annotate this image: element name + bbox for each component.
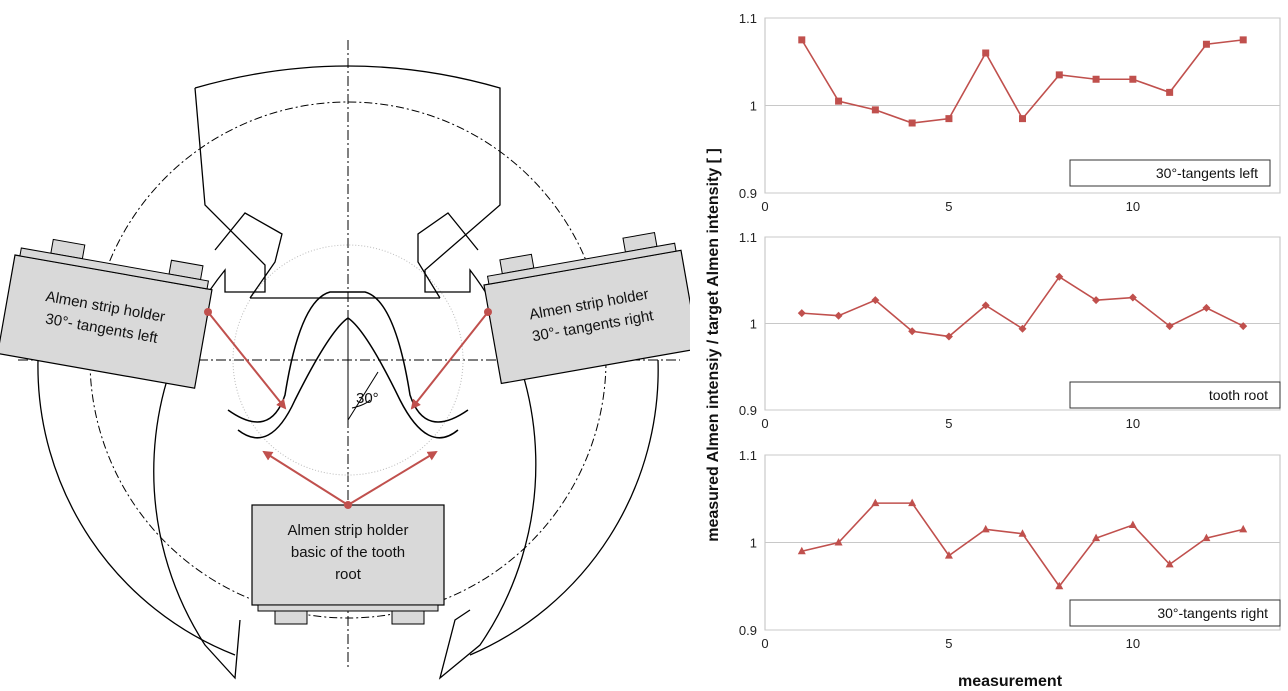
holder-left: Almen strip holder 30°- tangents left	[0, 238, 213, 389]
gear-fixture-diagram: 30° Almen strip holder 30°- tangents lef…	[0, 40, 690, 680]
y-tick-label: 0.9	[739, 403, 757, 418]
data-point	[1165, 559, 1174, 568]
data-point	[1092, 533, 1101, 542]
chart-panel-3: 0.9 1 1.1 0 5 10 30°-tangents right	[739, 448, 1281, 651]
x-tick-label: 10	[1126, 199, 1140, 214]
y-tick-label: 0.9	[739, 623, 757, 638]
holder-bottom-line1: Almen strip holder	[288, 522, 409, 539]
data-point	[1239, 524, 1248, 533]
data-point	[835, 97, 843, 105]
data-point	[1239, 322, 1248, 331]
x-tick-label: 5	[945, 199, 952, 214]
data-point	[944, 332, 953, 341]
x-tick-label: 0	[761, 636, 768, 651]
legend-label: 30°-tangents right	[1157, 605, 1268, 621]
chart-panel-2: 0.9 1 1.1 0 5 10 tooth root	[739, 230, 1281, 431]
legend-box	[1069, 159, 1271, 187]
holder-bottom-line3: root	[335, 566, 362, 583]
tooth-profile-outer	[227, 291, 469, 423]
y-tick-label: 1	[750, 99, 757, 114]
y-tick-label: 1	[750, 536, 757, 551]
y-tick-label: 1.1	[739, 448, 757, 463]
data-point	[834, 538, 843, 546]
y-axis-title: measured Almen intensiy / target Almen i…	[705, 148, 722, 542]
legend-box	[1069, 599, 1281, 627]
arrow-bottom-left	[262, 450, 349, 506]
x-tick-label: 0	[761, 199, 768, 214]
data-point	[1019, 115, 1026, 123]
data-point	[945, 115, 953, 123]
data-point	[797, 546, 806, 555]
x-tick-label: 5	[945, 416, 952, 431]
data-point	[981, 301, 990, 310]
outer-arc	[37, 359, 659, 656]
data-point	[797, 309, 806, 318]
angle-label: 30°	[356, 390, 379, 407]
data-point	[981, 524, 990, 533]
data-point	[1165, 322, 1174, 331]
data-point	[982, 49, 990, 57]
data-point	[1166, 88, 1174, 96]
x-tick-label: 0	[761, 416, 768, 431]
data-point	[1055, 581, 1064, 590]
legend-label: 30°-tangents left	[1156, 165, 1258, 181]
x-tick-label: 10	[1126, 636, 1140, 651]
data-point	[908, 327, 917, 336]
arrow-right	[410, 311, 489, 410]
arrow-left	[207, 311, 287, 410]
x-tick-label: 10	[1126, 416, 1140, 431]
data-point	[871, 498, 880, 507]
holder-bottom: Almen strip holder basic of the tooth ro…	[251, 504, 445, 625]
chart-panel-1: 0.9 1 1.1 0 5 10 30°-tangents left	[739, 11, 1281, 214]
data-point	[1202, 533, 1211, 542]
y-tick-label: 0.9	[739, 186, 757, 201]
data-point	[1202, 303, 1211, 312]
data-point	[1128, 293, 1137, 302]
y-tick-label: 1	[750, 317, 757, 332]
data-point	[834, 311, 843, 320]
y-tick-label: 1.1	[739, 230, 757, 245]
tooth-reference-circle	[232, 244, 464, 476]
data-point	[908, 498, 917, 507]
x-axis-title: measurement	[958, 673, 1063, 690]
data-point	[1202, 40, 1210, 48]
arrow-origins	[204, 308, 492, 509]
holder-bottom-line2: basic of the tooth	[291, 544, 405, 561]
legend-box	[1069, 381, 1281, 409]
data-point	[1129, 75, 1137, 83]
x-tick-label: 5	[945, 636, 952, 651]
data-point	[1055, 272, 1064, 281]
holder-right: Almen strip holder 30°- tangents right	[483, 232, 690, 385]
angle-arc	[351, 399, 371, 409]
tooth-slot	[214, 212, 479, 299]
data-point	[1092, 75, 1100, 83]
data-point	[1055, 71, 1063, 79]
angle-ref-line-2	[347, 371, 379, 421]
data-point	[944, 551, 953, 559]
legend-label: tooth root	[1209, 387, 1268, 403]
shot-arrows	[207, 311, 489, 506]
data-point	[798, 36, 806, 44]
arrow-bottom-right	[347, 450, 438, 506]
y-tick-label: 1.1	[739, 11, 757, 26]
data-point	[871, 106, 879, 114]
data-point	[1018, 324, 1027, 333]
data-point	[871, 296, 880, 305]
series-line	[801, 502, 1244, 588]
data-point	[1239, 36, 1247, 44]
data-point	[1128, 520, 1137, 528]
data-point	[908, 119, 916, 127]
data-point	[1018, 529, 1027, 537]
series-line	[801, 39, 1244, 124]
data-point	[1092, 296, 1101, 305]
